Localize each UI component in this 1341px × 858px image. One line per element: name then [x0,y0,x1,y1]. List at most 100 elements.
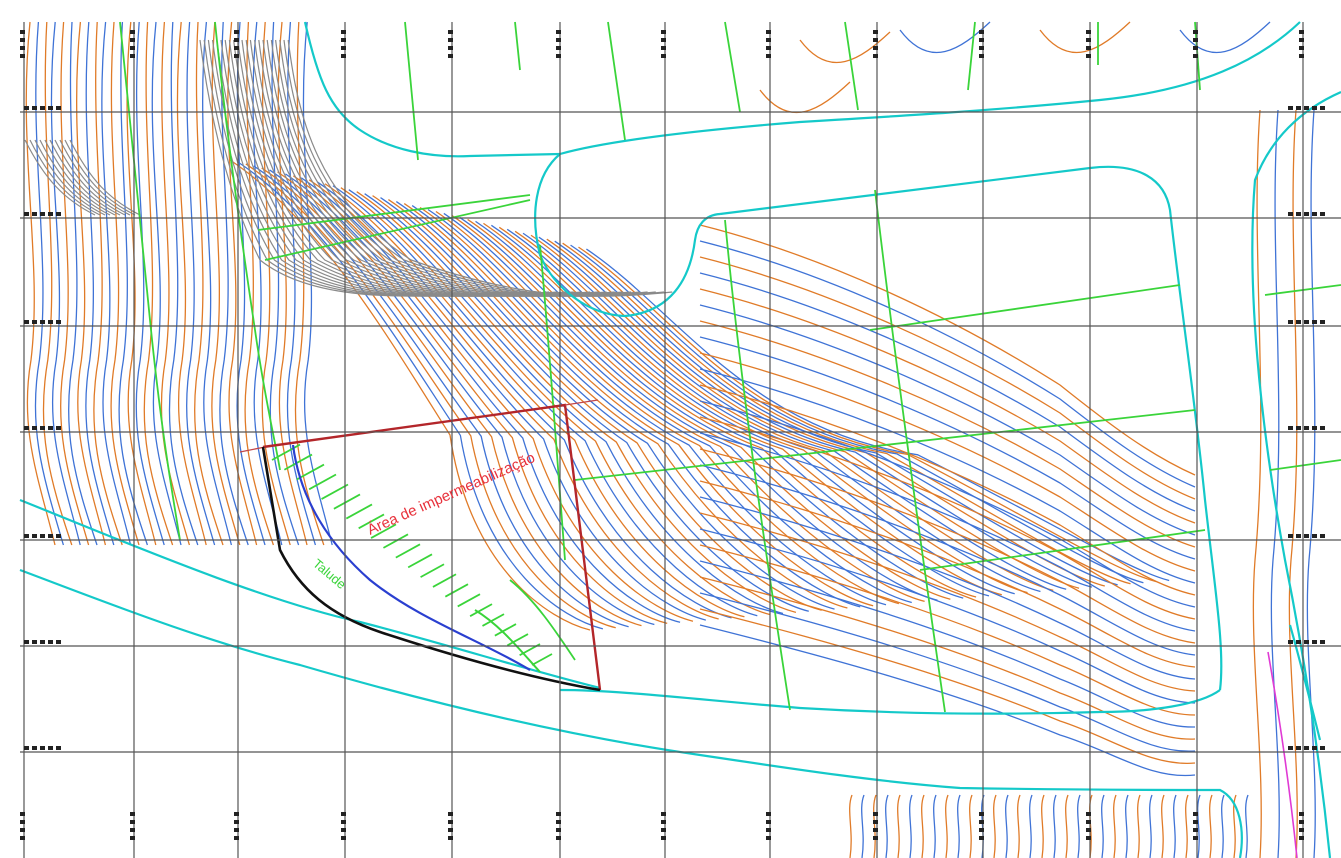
grid-tick-mark [20,30,25,58]
contour-line [202,21,233,546]
grid-tick-mark [1086,812,1091,840]
contour-line [483,222,1002,596]
contour-line [699,448,1196,644]
slope-hatch-line [370,523,397,539]
contour-line [1077,794,1081,858]
grid-tick-mark [1288,106,1325,110]
magenta-line [1267,651,1298,858]
slope-crest-line [291,444,531,671]
contour-line [969,794,973,858]
grid-labels [20,30,1325,840]
contour-line [530,234,1080,589]
contour-line [570,244,1144,584]
parcel-line [1269,459,1341,471]
contour-line [699,416,1196,620]
contour-line [176,21,207,546]
grid-tick-mark [24,426,61,430]
coordinate-grid [20,22,1341,858]
road-east-branch [1288,624,1322,741]
contour-line [885,794,889,858]
parcel-line [724,21,741,113]
contour-line [348,189,784,615]
contour-line [799,31,891,64]
contour-line [253,165,629,628]
contour-line-steep [69,139,141,216]
contour-line [1197,794,1201,858]
contour-line [229,159,591,631]
slope-hatch-line [469,603,493,617]
slope-hatch-line [333,493,361,510]
contour-line [411,204,887,606]
contour-line [1245,794,1249,858]
grid-tick-mark [341,30,346,58]
contour-line [699,480,1196,668]
grid-tick-mark [873,812,878,840]
contour-line [261,167,642,627]
contour-lines [24,21,1316,858]
contour-line [699,608,1196,764]
grid-tick-mark [1193,812,1198,840]
contour-line [211,21,241,546]
slope-hatch-line [420,563,445,578]
contour-line [85,21,115,546]
parcel-line [874,189,946,713]
slope-zone [271,443,553,673]
contour-line [380,197,835,610]
contour-line [135,21,165,546]
grid-tick-mark [766,30,771,58]
contour-line [498,226,1028,594]
parcel-line [869,284,1181,331]
slope-hatch-line [395,543,421,559]
contour-line [699,352,1196,572]
contour-line [372,195,822,611]
contour-line [388,199,848,609]
parcel-line [214,21,281,471]
grid-tick-mark [1288,212,1325,216]
contour-line [316,181,732,619]
grid-tick-mark [234,30,239,58]
contour-line [185,21,216,546]
parcel-line [607,21,626,141]
contour-line [25,21,56,546]
parcel-line [264,199,531,261]
slope-hatch-line [494,623,517,637]
contour-line [118,21,149,546]
contour-line [699,576,1196,740]
contour-line [1185,794,1189,858]
slope-hatch-line [321,483,349,500]
contour-line [59,21,90,546]
parcel-line [539,244,566,561]
parcel-line [514,21,521,71]
contour-line [945,794,949,858]
parcel-line [967,21,976,91]
contour-line [451,214,951,600]
grid-tick-mark [979,30,984,58]
slope-hatch-line [283,453,313,471]
contour-line [1173,794,1177,858]
slope-hatch-line [407,553,433,569]
contour-line [562,242,1131,585]
grid-tick-mark [979,812,984,840]
grid-tick-mark [234,812,239,840]
contour-line [68,21,98,546]
contour-line [50,21,81,546]
contour-line [578,246,1157,583]
contour-line-steep [59,139,131,216]
contour-line [1065,794,1069,858]
grid-tick-mark [448,30,453,58]
boundary-black-edge [261,446,601,692]
contour-line [419,206,900,605]
grid-tick-mark [1086,30,1091,58]
grid-tick-mark [1299,30,1304,58]
slope-hatch-line [531,653,553,666]
parcel-line [844,21,859,111]
contour-line [364,193,809,612]
contour-line-steep [44,139,116,216]
contour-line [302,21,333,546]
contour-line [1041,794,1045,858]
contour-line [435,210,925,603]
contour-line [699,544,1196,716]
grid-tick-mark [766,812,771,840]
contour-line [1039,21,1131,54]
